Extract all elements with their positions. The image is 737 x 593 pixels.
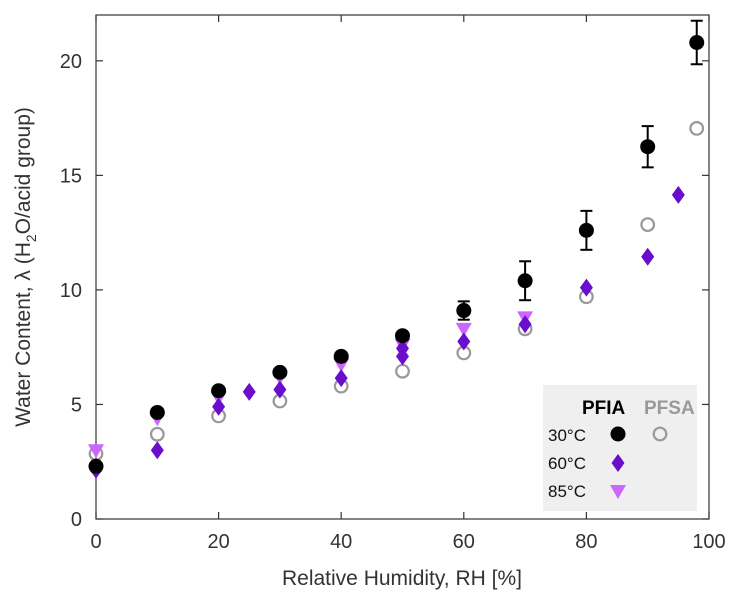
data-point-pfia-60-c — [671, 185, 685, 204]
data-point-pfia-30-c — [211, 383, 227, 399]
y-axis-title: Water Content, λ (H2O/acid group) — [12, 107, 39, 427]
data-point-pfia-60-c — [457, 332, 471, 351]
data-point-pfia-30-c — [689, 34, 705, 50]
data-point-pfia-30-c — [333, 348, 349, 364]
y-tick-label: 15 — [60, 165, 82, 187]
legend-header-pfia: PFIA — [582, 398, 626, 419]
legend-row-85c: 85°C — [548, 482, 586, 501]
data-point-pfia-30-c — [578, 222, 594, 238]
data-point-pfia-30-c — [395, 328, 410, 344]
data-point-pfia-30-c — [456, 303, 472, 319]
legend-header-pfsa: PFSA — [644, 398, 695, 419]
data-points-group — [88, 34, 705, 479]
data-point-pfia-30-c — [149, 404, 165, 420]
y-tick-label: 0 — [71, 509, 82, 531]
plot-frame — [95, 14, 710, 520]
x-axis-title: Relative Humidity, RH [%] — [282, 567, 522, 590]
y-tick-label: 20 — [60, 51, 82, 73]
data-point-pfia-60-c — [641, 247, 655, 266]
data-point-pfia-60-c — [273, 380, 287, 399]
data-point-pfia-60-c — [579, 278, 593, 297]
legend: PFIA PFSA 30°C 60°C 85°C — [543, 385, 697, 511]
data-point-pfia-60-c — [396, 339, 409, 358]
data-point-pfsa-30-c — [149, 426, 165, 442]
legend-marker-pfia-60c — [611, 454, 625, 472]
data-point-pfia-85-c — [88, 444, 104, 459]
data-point-pfia-30-c — [88, 458, 104, 474]
data-point-pfia-60-c — [150, 441, 164, 460]
data-point-pfia-85-c — [455, 322, 472, 337]
x-tick-label: 100 — [692, 531, 725, 553]
x-tick-label: 80 — [575, 531, 597, 553]
x-tick-label: 0 — [90, 531, 101, 553]
legend-row-60c: 60°C — [548, 454, 586, 473]
x-tick-label: 20 — [207, 531, 229, 553]
data-point-pfia-60-c — [518, 315, 532, 334]
data-point-pfsa-30-c — [689, 120, 705, 136]
x-tick-label: 60 — [453, 531, 475, 553]
data-point-pfia-30-c — [517, 273, 533, 289]
y-axis-title-subscript: 2 — [23, 234, 39, 242]
data-point-pfsa-30-c — [640, 217, 656, 233]
y-tick-label: 10 — [60, 280, 82, 302]
y-axis-title-prefix: Water Content, λ (H — [12, 242, 35, 427]
legend-row-30c: 30°C — [548, 426, 586, 445]
legend-marker-pfsa-30c — [652, 426, 668, 442]
legend-marker-pfia-30c — [610, 426, 626, 442]
legend-marker-pfia-85c — [610, 485, 626, 499]
y-axis-title-suffix: O/acid group) — [12, 107, 35, 234]
data-point-pfia-30-c — [272, 364, 288, 380]
data-point-pfia-60-c — [242, 382, 256, 401]
ticks-group: 0 20 40 60 80 100 0 5 10 15 20 — [60, 15, 726, 553]
data-point-pfsa-30-c — [395, 363, 410, 379]
legend-markers — [610, 426, 668, 499]
x-tick-label: 40 — [330, 531, 352, 553]
error-bars-group — [457, 19, 703, 321]
data-point-pfia-60-c — [212, 397, 226, 416]
data-point-pfia-60-c — [334, 369, 348, 388]
data-point-pfia-30-c — [640, 139, 656, 155]
y-tick-label: 5 — [71, 394, 82, 416]
